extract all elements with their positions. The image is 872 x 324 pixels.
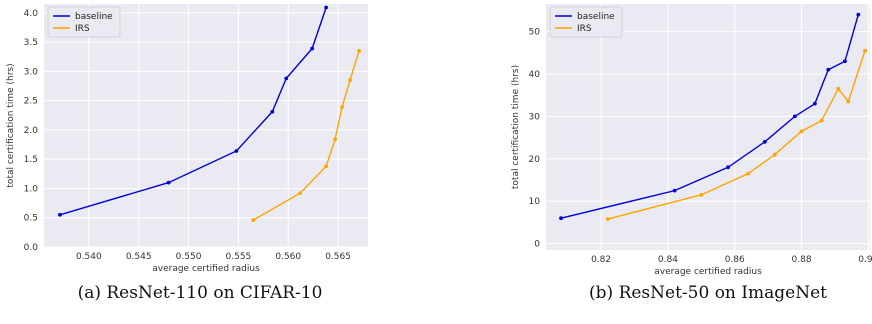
data-point-irs [340, 105, 344, 109]
data-point-irs [348, 78, 352, 83]
data-point-irs [746, 171, 750, 176]
series-b [559, 12, 867, 221]
x-tick-label: 0.540 [76, 252, 102, 262]
caption-a: (a) ResNet-110 on CIFAR-10 [78, 283, 323, 303]
x-tick-label: 0.86 [725, 255, 745, 265]
y-tick-label: 30 [529, 112, 541, 122]
y-tick-label: 4.0 [24, 9, 39, 19]
data-point-baseline [270, 109, 275, 114]
x-tick-label: 0.555 [226, 252, 252, 262]
y-tick-label: 1.0 [24, 184, 39, 194]
data-point-irs [699, 192, 704, 197]
legend-box [47, 6, 121, 38]
ticks-a: 0.540 0.545 0.550 0.555 0.560 0.565 0.0 0.5 1.0 1… [24, 9, 351, 262]
plot-area-a [44, 4, 368, 247]
y-tick-label: 10 [529, 197, 541, 207]
x-tick-label: 0.545 [126, 252, 152, 262]
x-tick-label: 0.550 [176, 252, 202, 262]
data-point-baseline [843, 59, 847, 64]
data-point-irs [772, 152, 777, 157]
data-point-baseline [559, 216, 563, 221]
x-tick-label: 0.565 [325, 252, 351, 262]
y-tick-label: 1.5 [24, 155, 38, 165]
chart-panel-b: 0.82 0.84 0.86 0.88 0.90 0 10 20 30 40 50 baseline… [511, 4, 872, 303]
y-tick-label: 3.0 [24, 67, 39, 77]
y-tick-label: 2.5 [24, 97, 38, 107]
legend-box [549, 6, 623, 38]
x-tick-label: 0.90 [858, 255, 872, 265]
data-point-baseline [234, 149, 239, 153]
data-point-irs [251, 218, 256, 222]
legend-label-irs: IRS [577, 24, 592, 34]
data-point-baseline [672, 188, 677, 193]
y-tick-label: 3.5 [24, 38, 38, 48]
data-point-irs [799, 129, 804, 134]
y-axis-label-a: total certification time (hrs) [6, 63, 16, 187]
x-tick-label: 0.88 [792, 255, 812, 265]
data-point-baseline [826, 67, 831, 72]
data-point-baseline [58, 212, 62, 217]
data-point-irs [333, 137, 338, 142]
data-point-baseline [324, 5, 329, 10]
data-point-baseline [166, 180, 171, 185]
legend-label-baseline: baseline [577, 12, 615, 22]
data-point-irs [863, 48, 867, 53]
caption-b: (b) ResNet-50 on ImageNet [589, 283, 827, 303]
data-point-baseline [726, 165, 730, 170]
y-tick-label: 0.5 [24, 214, 38, 224]
legend-a: baseline IRS [47, 6, 121, 38]
y-tick-label: 20 [529, 155, 541, 165]
y-tick-label: 0 [534, 240, 540, 250]
data-point-baseline [310, 46, 315, 51]
x-axis-label-a: average certified radius [152, 264, 260, 274]
y-tick-label: 50 [529, 28, 541, 38]
y-axis-label-b: total certification time (hrs) [511, 65, 521, 189]
x-tick-label: 0.84 [658, 255, 678, 265]
data-point-baseline [856, 12, 861, 17]
data-point-irs [357, 48, 361, 53]
data-point-baseline [812, 101, 817, 106]
data-point-irs [605, 217, 610, 221]
legend-label-baseline: baseline [75, 12, 113, 22]
legend-b: baseline IRS [549, 6, 623, 38]
chart-panel-a: 0.540 0.545 0.550 0.555 0.560 0.565 0.0 0.5 1.0 1… [6, 4, 368, 303]
data-point-irs [324, 164, 329, 169]
data-point-irs [846, 99, 851, 104]
y-tick-label: 2.0 [24, 126, 39, 136]
series-a [58, 5, 361, 222]
legend-label-irs: IRS [75, 24, 90, 34]
plot-area-b [546, 4, 870, 250]
x-axis-label-b: average certified radius [654, 267, 762, 277]
data-point-irs [836, 86, 841, 91]
x-tick-label: 0.560 [275, 252, 301, 262]
y-tick-label: 40 [529, 70, 541, 80]
data-point-irs [819, 118, 824, 123]
data-point-irs [298, 191, 303, 196]
data-point-baseline [284, 76, 289, 81]
data-point-baseline [792, 114, 797, 119]
data-point-baseline [762, 139, 767, 144]
x-tick-label: 0.82 [591, 255, 611, 265]
y-tick-label: 0.0 [24, 243, 39, 253]
ticks-b: 0.82 0.84 0.86 0.88 0.90 0 10 20 30 40 50 [529, 28, 872, 265]
